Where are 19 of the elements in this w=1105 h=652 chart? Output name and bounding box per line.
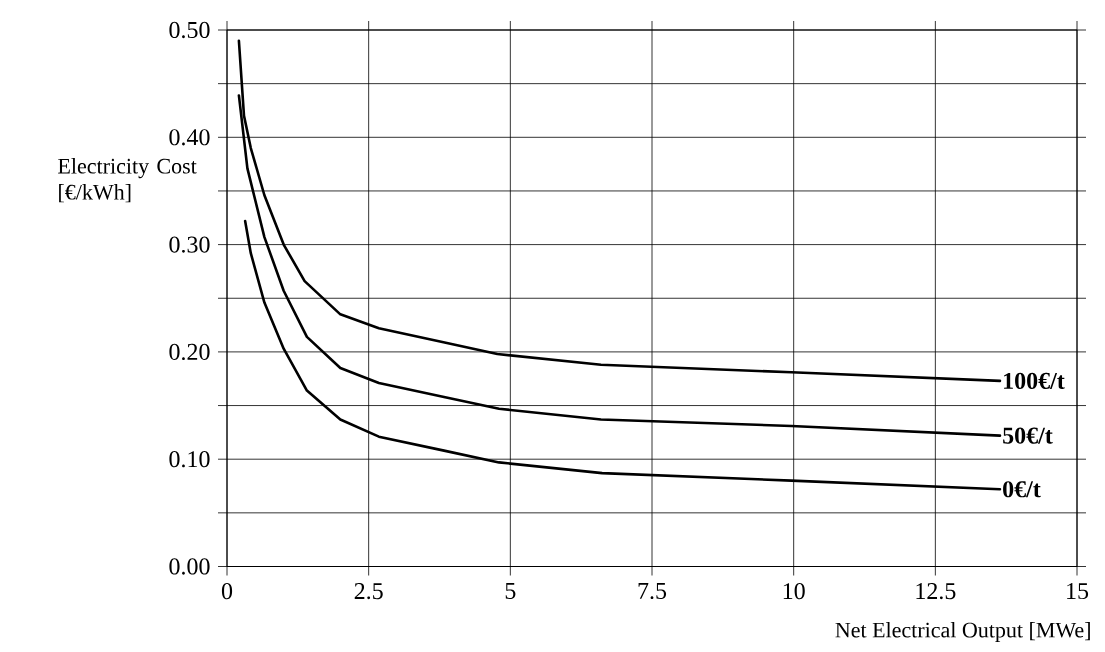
y-tick-label: 0.50	[169, 21, 210, 39]
legend-label: 100€/t	[1004, 372, 1065, 389]
y-tick-label: 0.10	[169, 451, 210, 468]
x-tick-label: 5	[505, 583, 516, 599]
line-series	[243, 219, 1002, 491]
y-tick-label: 0.00	[169, 558, 210, 575]
x-tick-label: 7.5	[638, 583, 667, 600]
x-tick-label: 2.5	[354, 583, 383, 600]
x-tick-label: 12.5	[916, 583, 956, 600]
y-tick-label: 0.40	[169, 129, 210, 146]
y-axis-title: Electricity Cost [€/kWh]	[58, 158, 197, 203]
series-label: 50€/t	[1003, 427, 1053, 444]
x-tick-label: 10	[783, 583, 805, 600]
y-tick-label: 0.20	[169, 343, 210, 361]
series-label: 0€/t	[1003, 481, 1041, 498]
x-axis-title: Net Electrical Output [MWe]	[835, 622, 1090, 642]
x-tick-label: 0	[221, 583, 233, 600]
x-tick-label: 15	[1067, 583, 1089, 600]
y-tick-label: 0.30	[169, 236, 210, 253]
